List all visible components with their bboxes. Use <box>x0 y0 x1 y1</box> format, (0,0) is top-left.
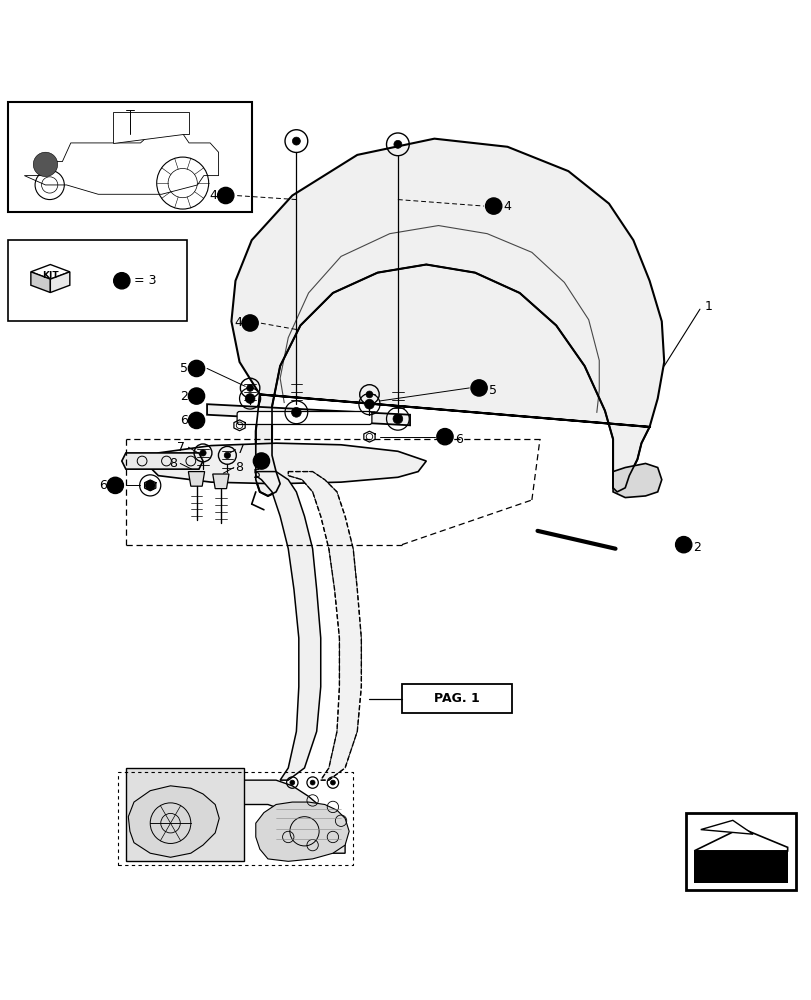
Text: = 3: = 3 <box>134 274 157 287</box>
Polygon shape <box>612 463 661 498</box>
Circle shape <box>188 412 204 429</box>
Text: 5: 5 <box>252 468 260 481</box>
Polygon shape <box>31 265 70 279</box>
Circle shape <box>200 450 206 456</box>
Polygon shape <box>122 453 203 469</box>
Text: PAG. 1: PAG. 1 <box>433 692 479 705</box>
Circle shape <box>188 388 204 404</box>
Text: 2: 2 <box>180 390 188 403</box>
Circle shape <box>253 453 269 469</box>
Polygon shape <box>207 404 410 425</box>
Text: 5: 5 <box>180 362 188 375</box>
Polygon shape <box>255 472 320 780</box>
Text: 5: 5 <box>488 384 496 397</box>
Polygon shape <box>150 443 426 484</box>
Polygon shape <box>188 472 204 486</box>
Bar <box>126 768 243 861</box>
Circle shape <box>107 477 123 494</box>
Polygon shape <box>31 272 50 293</box>
Text: 4: 4 <box>234 316 242 329</box>
Polygon shape <box>288 472 361 780</box>
Circle shape <box>145 481 155 490</box>
Circle shape <box>330 780 335 785</box>
Text: KIT: KIT <box>42 271 58 280</box>
Polygon shape <box>700 820 752 834</box>
Polygon shape <box>50 272 70 293</box>
Text: 2: 2 <box>693 541 701 554</box>
Text: 7: 7 <box>177 441 185 454</box>
Circle shape <box>242 315 258 331</box>
Circle shape <box>217 187 234 204</box>
Circle shape <box>33 152 58 177</box>
Polygon shape <box>128 786 219 857</box>
FancyBboxPatch shape <box>237 411 371 424</box>
Polygon shape <box>113 112 189 143</box>
Circle shape <box>290 780 294 785</box>
Circle shape <box>247 385 253 391</box>
Bar <box>401 684 511 713</box>
Circle shape <box>245 394 255 403</box>
Text: 4: 4 <box>503 200 511 213</box>
Circle shape <box>114 273 130 289</box>
Polygon shape <box>255 802 349 861</box>
Polygon shape <box>212 474 229 489</box>
Circle shape <box>364 399 374 409</box>
Polygon shape <box>231 139 663 496</box>
Text: 8: 8 <box>169 457 177 470</box>
Text: 4: 4 <box>209 189 217 202</box>
Bar <box>8 240 187 321</box>
Text: 6: 6 <box>454 433 462 446</box>
Circle shape <box>436 429 453 445</box>
Circle shape <box>188 360 204 377</box>
Bar <box>693 851 787 883</box>
Circle shape <box>292 137 300 145</box>
Polygon shape <box>178 780 345 853</box>
Text: 6: 6 <box>99 479 107 492</box>
Circle shape <box>224 452 230 458</box>
Text: 1: 1 <box>704 300 712 313</box>
Circle shape <box>393 414 402 424</box>
Circle shape <box>485 198 501 214</box>
Circle shape <box>393 140 401 148</box>
Circle shape <box>366 391 372 398</box>
Text: 6: 6 <box>180 414 188 427</box>
Circle shape <box>291 407 301 417</box>
Polygon shape <box>693 828 787 851</box>
Text: 8: 8 <box>235 461 243 474</box>
Polygon shape <box>24 134 218 194</box>
Text: 7: 7 <box>237 443 245 456</box>
Circle shape <box>470 380 487 396</box>
Circle shape <box>310 780 315 785</box>
Bar <box>8 102 251 212</box>
Bar <box>685 813 795 890</box>
Circle shape <box>675 537 691 553</box>
